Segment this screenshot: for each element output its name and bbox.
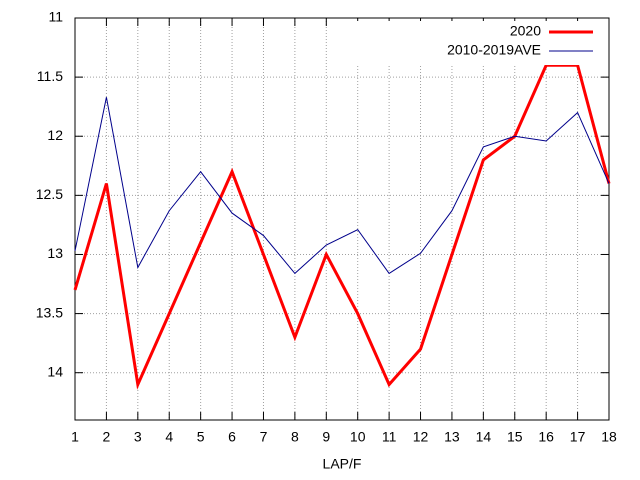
- x-tick-label: 11: [382, 429, 397, 445]
- x-tick-label: 13: [444, 429, 460, 445]
- y-tick-label: 12.5: [36, 186, 63, 202]
- x-tick-label: 2: [103, 429, 111, 445]
- x-tick-label: 16: [538, 429, 554, 445]
- y-tick-label: 12: [47, 127, 63, 143]
- x-axis-label: LAP/F: [323, 456, 362, 472]
- x-tick-label: 3: [134, 429, 142, 445]
- x-tick-label: 8: [291, 429, 299, 445]
- legend-label: 2010-2019AVE: [447, 42, 541, 58]
- legend-box: [349, 21, 599, 65]
- x-tick-label: 15: [507, 429, 523, 445]
- x-tick-label: 4: [165, 429, 173, 445]
- series-line: [73, 63, 611, 390]
- x-tick-label: 17: [570, 429, 586, 445]
- x-tick-label: 18: [601, 429, 617, 445]
- x-tick-label: 6: [228, 429, 236, 445]
- y-tick-label: 13: [47, 245, 63, 261]
- x-tick-label: 1: [71, 429, 79, 445]
- y-tick-label: 11: [48, 9, 63, 25]
- legend-label: 2020: [510, 23, 541, 39]
- x-tick-label: 5: [197, 429, 205, 445]
- x-tick-label: 7: [260, 429, 268, 445]
- y-tick-label: 14: [47, 363, 63, 379]
- y-tick-label: 13.5: [36, 304, 63, 320]
- x-tick-label: 12: [413, 429, 429, 445]
- series-line: [74, 97, 610, 275]
- x-tick-label: 14: [476, 429, 492, 445]
- x-tick-label: 10: [350, 429, 366, 445]
- plot-border: [74, 17, 610, 421]
- y-tick-label: 11.5: [37, 68, 63, 84]
- x-tick-label: 9: [322, 429, 330, 445]
